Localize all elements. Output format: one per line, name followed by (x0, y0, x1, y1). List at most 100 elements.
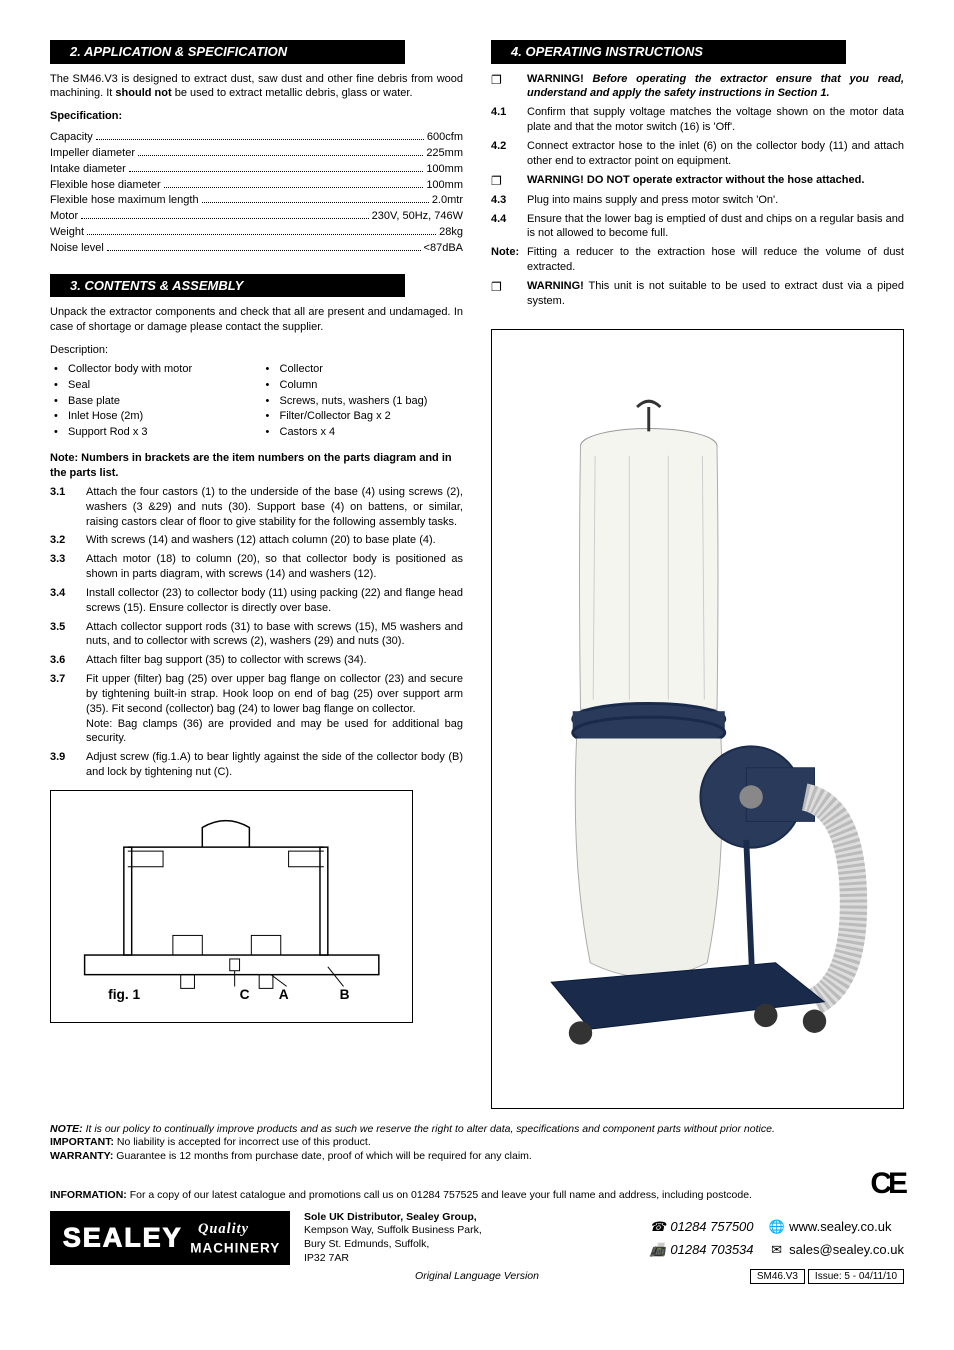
step-num: 3.4 (50, 586, 86, 616)
step-text: Adjust screw (fig.1.A) to bear lightly a… (86, 750, 463, 780)
email-address: sales@sealey.co.uk (789, 1242, 904, 1257)
step-text: With screws (14) and washers (12) attach… (86, 533, 463, 548)
warning-text: WARNING! DO NOT operate extractor withou… (527, 173, 904, 189)
step-num: 4.2 (491, 139, 527, 169)
web-row: 🌐 www.sealey.co.uk (768, 1215, 904, 1238)
spec-dots (96, 132, 424, 140)
section-3-intro: Unpack the extractor components and chec… (50, 305, 463, 335)
product-image-box (491, 329, 904, 1109)
list-text: Filter/Collector Bag x 2 (280, 409, 391, 424)
phone-number: 01284 757500 (670, 1219, 753, 1234)
step-num: 3.6 (50, 653, 86, 668)
dust-extractor-illustration (522, 360, 873, 1078)
ce-mark-icon: CE (870, 1164, 904, 1203)
list-item: •Seal (50, 378, 252, 393)
addr-line-3: Bury St. Edmunds, Suffolk, (304, 1238, 482, 1252)
spec-row: Impeller diameter 225mm (50, 146, 463, 161)
addr-line-1: Sole UK Distributor, Sealey Group, (304, 1211, 482, 1225)
step-num: 3.1 (50, 485, 86, 530)
list-text: Base plate (68, 394, 120, 409)
important-text: No liability is accepted for incorrect u… (114, 1136, 371, 1148)
warning-row: ❐ WARNING! DO NOT operate extractor with… (491, 173, 904, 189)
list-text: Collector body with motor (68, 362, 192, 377)
warranty-label: WARRANTY: (50, 1150, 113, 1162)
spec-value: 2.0mtr (432, 193, 463, 208)
spec-row: Capacity 600cfm (50, 130, 463, 145)
assembly-steps: 3.1Attach the four castors (1) to the un… (50, 485, 463, 780)
spec-dots (87, 227, 436, 235)
spec-table: Capacity 600cfm Impeller diameter 225mm In… (50, 130, 463, 256)
note-row: Note:Fitting a reducer to the extraction… (491, 245, 904, 275)
contact-web-email: 🌐 www.sealey.co.uk ✉ sales@sealey.co.uk (768, 1215, 904, 1262)
step-text: Attach filter bag support (35) to collec… (86, 653, 463, 668)
contents-left: •Collector body with motor •Seal •Base p… (50, 362, 252, 441)
fig-letter-a: A (279, 987, 289, 1002)
step-text: Attach motor (18) to column (20), so tha… (86, 552, 463, 582)
warn-pre: WARNING! (527, 73, 593, 85)
email-row: ✉ sales@sealey.co.uk (768, 1238, 904, 1261)
warning-text: WARNING! Before operating the extractor … (527, 72, 904, 102)
spec-value: <87dBA (424, 241, 463, 256)
checkbox-icon: ❐ (491, 72, 527, 102)
step-text: Connect extractor hose to the inlet (6) … (527, 139, 904, 169)
sealey-logo: SEALEY Quality MACHINERY (50, 1211, 290, 1265)
fax-icon: 📠 (649, 1238, 667, 1261)
spec-row: Motor230V, 50Hz, 746W (50, 209, 463, 224)
list-item: •Collector body with motor (50, 362, 252, 377)
note-label: NOTE: (50, 1123, 83, 1135)
intro-post: be used to extract metallic debris, glas… (172, 87, 413, 99)
figure-1: C A B fig. 1 (50, 790, 413, 1023)
issue-box: Issue: 5 - 04/11/10 (808, 1269, 904, 1284)
important-note: IMPORTANT: No liability is accepted for … (50, 1136, 904, 1150)
figure-1-diagram: C A B fig. 1 (65, 801, 398, 1011)
list-text: Column (280, 378, 318, 393)
spec-label: Flexible hose diameter (50, 178, 161, 193)
web-icon: 🌐 (768, 1215, 786, 1238)
fax-row: 📠 01284 703534 (649, 1238, 754, 1261)
spec-value: 225mm (426, 146, 463, 161)
step-row: 4.4Ensure that the lower bag is emptied … (491, 212, 904, 242)
spec-value: 600cfm (427, 130, 463, 145)
step-row: 4.3Plug into mains supply and press moto… (491, 193, 904, 208)
information-note: INFORMATION: For a copy of our latest ca… (50, 1189, 870, 1203)
intro-bold: should not (115, 87, 171, 99)
step-row: 3.4Install collector (23) to collector b… (50, 586, 463, 616)
description-heading: Description: (50, 343, 463, 358)
warning-row: ❐ WARNING! Before operating the extracto… (491, 72, 904, 102)
spec-value: 230V, 50Hz, 746W (372, 209, 463, 224)
phone-row: ☎ 01284 757500 (649, 1215, 754, 1238)
operating-items: ❐ WARNING! Before operating the extracto… (491, 72, 904, 309)
section-2-title: 2. APPLICATION & SPECIFICATION (50, 40, 405, 64)
spec-label: Intake diameter (50, 162, 126, 177)
footer-notes: NOTE: It is our policy to continually im… (50, 1123, 904, 1203)
list-item: •Base plate (50, 394, 252, 409)
svg-text:MACHINERY: MACHINERY (190, 1240, 280, 1255)
list-text: Seal (68, 378, 90, 393)
list-text: Screws, nuts, washers (1 bag) (280, 394, 428, 409)
spec-dots (81, 212, 369, 220)
contents-right: •Collector •Column •Screws, nuts, washer… (262, 362, 464, 441)
addr-line-4: IP32 7AR (304, 1252, 482, 1266)
spec-label: Capacity (50, 130, 93, 145)
fig-caption-text: fig. 1 (108, 987, 140, 1002)
step-row: 3.6Attach filter bag support (35) to col… (50, 653, 463, 668)
step-row: 3.3Attach motor (18) to column (20), so … (50, 552, 463, 582)
warranty-note: WARRANTY: Guarantee is 12 months from pu… (50, 1150, 904, 1164)
step-num: 3.2 (50, 533, 86, 548)
email-icon: ✉ (768, 1238, 786, 1261)
step-num: 3.5 (50, 620, 86, 650)
step-text: Fit upper (filter) bag (25) over upper b… (86, 672, 463, 746)
step-text: Install collector (23) to collector body… (86, 586, 463, 616)
bottom-line: Original Language Version SM46.V3 Issue:… (50, 1269, 904, 1284)
contents-list: •Collector body with motor •Seal •Base p… (50, 362, 463, 441)
info-label: INFORMATION: (50, 1189, 127, 1201)
step-row: 3.2With screws (14) and washers (12) att… (50, 533, 463, 548)
spec-label: Impeller diameter (50, 146, 135, 161)
step-num: 4.3 (491, 193, 527, 208)
step-text: Plug into mains supply and press motor s… (527, 193, 904, 208)
contact-phone-fax: ☎ 01284 757500 📠 01284 703534 (649, 1215, 754, 1262)
model-box: SM46.V3 (750, 1269, 805, 1284)
spec-value: 28kg (439, 225, 463, 240)
list-item: •Collector (262, 362, 464, 377)
step-row: 3.5Attach collector support rods (31) to… (50, 620, 463, 650)
